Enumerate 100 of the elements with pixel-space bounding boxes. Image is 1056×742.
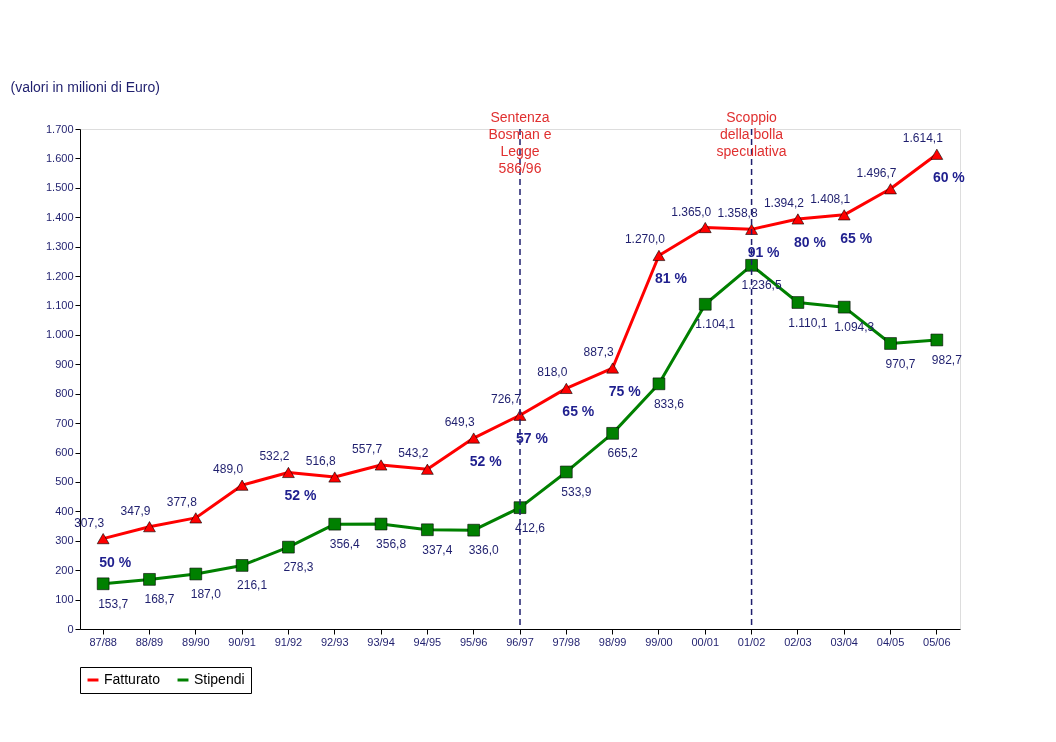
annotation: 75 % <box>608 383 642 400</box>
data-label: 1.614,1 <box>902 131 944 146</box>
data-label: 216,1 <box>237 578 268 593</box>
annotation: 80 % <box>793 233 827 250</box>
data-label: 489,0 <box>213 462 244 477</box>
y-tick-label: 1.000 <box>45 328 74 341</box>
data-label: 412,6 <box>514 520 546 535</box>
point <box>837 209 851 221</box>
point <box>328 517 341 531</box>
point <box>374 459 388 471</box>
point <box>606 427 619 440</box>
annotation: 91 % <box>747 244 781 261</box>
x-tick-label: 87/88 <box>89 635 117 648</box>
x-tick-label: 96/97 <box>506 635 534 648</box>
point <box>930 333 944 347</box>
data-label: 887,3 <box>583 345 614 360</box>
data-label: 278,3 <box>283 560 314 575</box>
annotation: 60 % <box>932 169 966 186</box>
x-tick-label: 90/91 <box>228 635 256 648</box>
x-tick-label: 92/93 <box>320 635 349 648</box>
point <box>467 432 480 444</box>
ref-line-label: Scoppio della bolla speculativa <box>716 109 787 159</box>
data-label: 1.365,0 <box>671 204 712 219</box>
x-tick-label: 02/03 <box>784 635 812 648</box>
point <box>652 377 666 391</box>
data-label: 1.496,7 <box>856 165 897 180</box>
point <box>143 521 156 533</box>
annotation: 50 % <box>99 553 132 570</box>
y-tick-label: 700 <box>55 416 74 429</box>
data-label: 982,7 <box>931 352 963 367</box>
point <box>328 471 341 483</box>
point <box>930 148 944 160</box>
legend-label: Stipendi <box>194 671 245 687</box>
data-label: 336,0 <box>468 543 500 558</box>
point <box>699 298 712 311</box>
annotation: 52 % <box>469 453 503 470</box>
point <box>699 222 712 233</box>
x-tick-label: 91/92 <box>274 635 303 648</box>
y-tick-label: 1.100 <box>45 298 74 311</box>
data-label: 187,0 <box>190 587 222 601</box>
y-tick-label: 300 <box>55 534 74 547</box>
annotation: 57 % <box>516 430 549 447</box>
y-tick-label: 600 <box>55 446 74 459</box>
data-label: 649,3 <box>444 415 476 430</box>
point <box>652 250 666 261</box>
y-tick-label: 900 <box>55 357 74 370</box>
data-label: 1.394,2 <box>763 195 805 210</box>
annotation: 65 % <box>562 403 595 420</box>
x-tick-label: 97/98 <box>552 635 581 648</box>
y-tick-label: 500 <box>55 475 74 488</box>
x-tick-label: 03/04 <box>830 635 858 648</box>
y-tick-label: 800 <box>55 387 74 400</box>
point <box>282 540 295 554</box>
point <box>235 559 249 572</box>
point <box>282 467 295 478</box>
point <box>143 573 156 586</box>
point <box>745 223 758 235</box>
data-label: 665,2 <box>607 446 638 461</box>
point <box>560 382 573 394</box>
data-label: 532,2 <box>259 449 290 464</box>
point <box>884 183 897 195</box>
data-label: 356,8 <box>376 537 407 552</box>
data-label: 557,7 <box>352 441 383 456</box>
data-label: 1.270,0 <box>624 232 666 247</box>
data-label: 347,9 <box>120 503 151 518</box>
x-tick-label: 88/89 <box>135 635 164 648</box>
point <box>421 463 434 475</box>
data-label: 337,4 <box>422 542 453 557</box>
data-label: 1.110,1 <box>788 315 828 330</box>
y-tick-label: 1.400 <box>45 210 74 223</box>
x-tick-label: 99/00 <box>645 635 673 648</box>
x-tick-label: 95/96 <box>459 635 488 648</box>
point <box>96 577 110 591</box>
data-label: 970,7 <box>885 356 916 371</box>
y-tick-label: 100 <box>55 593 74 606</box>
data-label: 356,4 <box>329 537 361 552</box>
point <box>560 465 573 479</box>
data-label: 153,7 <box>98 596 129 611</box>
y-tick-label: 200 <box>55 563 74 576</box>
x-tick-label: 98/99 <box>598 635 627 648</box>
data-label: 377,8 <box>166 494 198 509</box>
ref-line-label: Sentenza Bosman e Legge 586/96 <box>488 109 552 176</box>
data-label: 168,7 <box>144 592 175 607</box>
y-tick-label: 0 <box>67 622 74 635</box>
point <box>791 213 805 225</box>
y-axis-title: (valori in milioni di Euro) <box>10 78 160 95</box>
x-tick-label: 94/95 <box>413 635 442 648</box>
data-label: 726,7 <box>490 392 522 407</box>
data-label: 533,9 <box>561 484 592 499</box>
x-tick-label: 05/06 <box>923 635 951 648</box>
annotation: 52 % <box>284 487 317 504</box>
point <box>467 523 480 537</box>
annotation: 81 % <box>654 270 688 287</box>
y-tick-label: 1.700 <box>45 122 74 135</box>
point <box>96 533 110 545</box>
point <box>189 512 203 524</box>
point <box>745 259 758 272</box>
data-label: 818,0 <box>537 365 568 380</box>
data-label: 1.408,1 <box>810 191 851 206</box>
data-label: 516,8 <box>305 454 337 468</box>
